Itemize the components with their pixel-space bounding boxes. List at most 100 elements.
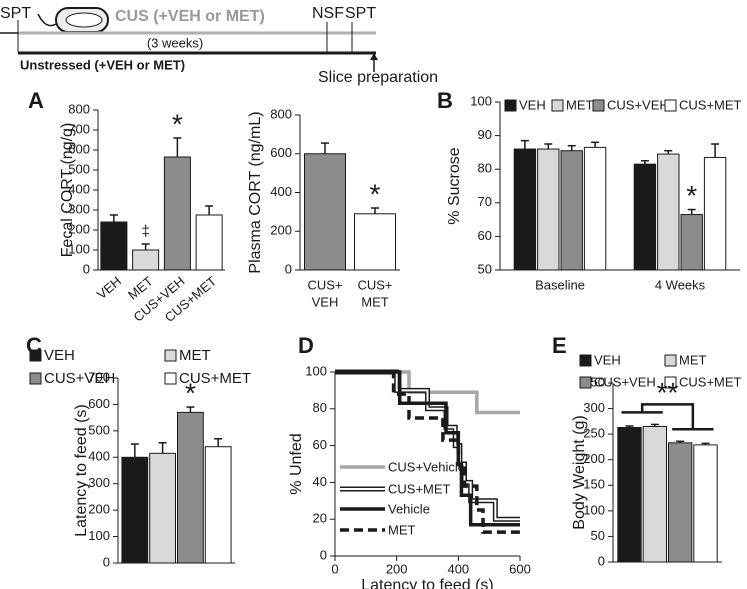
legend-swatch [592, 99, 605, 112]
y-tick-label: 80 [313, 400, 327, 415]
y-tick-label: 200 [583, 451, 605, 466]
y-tick-label: 400 [88, 449, 110, 464]
legend-label: CUS+MET [679, 97, 742, 112]
bar [693, 444, 718, 563]
legend-label: MET [679, 352, 707, 367]
y-axis-label: Fecal CORT (ng/g) [59, 123, 76, 258]
legend-swatch [29, 349, 42, 362]
annotation: ** [657, 377, 679, 408]
legend-swatch [579, 376, 592, 389]
y-tick-label: 200 [68, 221, 90, 236]
y-axis-label: Body Weight (g) [571, 415, 588, 529]
bar [163, 156, 191, 271]
bar [668, 442, 693, 563]
panel-letter: E [552, 333, 567, 358]
timeline-label: NSF [312, 5, 344, 22]
y-tick-label: 600 [88, 396, 110, 411]
tail-icon [37, 13, 57, 27]
bar [657, 153, 680, 271]
timeline-label: SPT [345, 5, 376, 22]
y-tick-label: 100 [88, 528, 110, 543]
bar [537, 148, 560, 271]
y-tick-label: 60 [478, 228, 492, 243]
legend-swatch [664, 99, 677, 112]
bar [304, 153, 346, 271]
y-tick-label: 0 [320, 547, 327, 562]
bar [149, 452, 176, 564]
x-tick-label: MET [361, 294, 389, 309]
timeline-label: CUS (+VEH or MET) [115, 8, 265, 25]
y-axis-label: Plasma CORT (ng/mL) [247, 111, 264, 273]
x-tick-label: 0 [331, 561, 338, 576]
x-tick-label: CUS+ [307, 277, 342, 292]
y-tick-label: 0 [598, 553, 605, 568]
legend-label: CUS+VEH [594, 374, 656, 389]
bracket [621, 403, 714, 431]
y-axis-label: Latency to feed (s) [73, 404, 90, 537]
y-tick-label: 800 [68, 101, 90, 116]
x-tick-label: Baseline [535, 277, 585, 292]
annotation: ‡ [141, 223, 149, 240]
survival-line [335, 370, 520, 534]
legend-label: CUS+VEH [44, 370, 115, 387]
legend-label: VEH [594, 352, 621, 367]
timeline-label: Slice preparation [318, 69, 438, 86]
legend-label: CUS+MET [179, 370, 251, 387]
bar [703, 156, 727, 271]
annotation: * [172, 108, 183, 139]
legend-label: CUS+Vehicle [388, 459, 465, 474]
legend-label: Vehicle [388, 501, 430, 516]
bar [617, 426, 642, 563]
x-tick-label: VEH [312, 294, 339, 309]
x-tick-label: 400 [447, 561, 469, 576]
y-tick-label: 100 [470, 93, 492, 108]
timeline-label: (3 weeks) [147, 35, 203, 50]
legend-label: CUS+VEH [607, 97, 669, 112]
legend-swatch [164, 372, 177, 385]
x-tick-label: 200 [386, 561, 408, 576]
timeline-label: Unstressed (+VEH or MET) [20, 57, 185, 72]
legend-swatch [164, 349, 177, 362]
y-tick-label: 200 [88, 502, 110, 517]
legend-label: MET [179, 347, 211, 364]
x-tick-label: CUS+ [357, 277, 392, 292]
legend-label: MET [388, 522, 416, 537]
legend-swatch [579, 354, 592, 367]
y-tick-label: 100 [68, 241, 90, 256]
y-tick-label: 200 [270, 223, 292, 238]
y-tick-label: 60 [313, 437, 327, 452]
x-tick-label: VEH [94, 273, 124, 302]
x-tick-label: 4 Weeks [655, 277, 706, 292]
y-tick-label: 20 [313, 511, 327, 526]
bar [204, 446, 232, 564]
y-tick-label: 300 [68, 201, 90, 216]
y-tick-label: 400 [270, 184, 292, 199]
y-tick-label: 0 [103, 554, 110, 569]
bar [642, 425, 667, 563]
annotation: * [370, 178, 381, 209]
y-tick-label: 250 [583, 426, 605, 441]
y-tick-label: 700 [88, 369, 110, 384]
y-tick-label: 70 [478, 194, 492, 209]
y-tick-label: 40 [313, 474, 327, 489]
y-tick-label: 300 [88, 475, 110, 490]
legend-swatch [551, 99, 564, 112]
bar [633, 163, 657, 271]
y-axis-label: % Unfed [288, 433, 305, 494]
bar [583, 146, 607, 271]
legend-swatch [664, 376, 677, 389]
bar [121, 456, 149, 564]
y-tick-label: 0 [285, 261, 292, 276]
y-tick-label: 100 [583, 502, 605, 517]
y-tick-label: 50 [478, 261, 492, 276]
y-tick-label: 800 [270, 106, 292, 121]
annotation: * [686, 180, 697, 211]
y-axis-label: % Sucrose [446, 147, 463, 224]
legend-label: MET [566, 97, 594, 112]
y-tick-label: 100 [305, 363, 327, 378]
bar [132, 249, 160, 271]
timeline: SPT CUS (+VEH or MET) NSF SPT (3 weeks) … [0, 5, 438, 86]
y-tick-label: 400 [68, 181, 90, 196]
x-axis-label: Latency to feed (s) [361, 577, 494, 589]
